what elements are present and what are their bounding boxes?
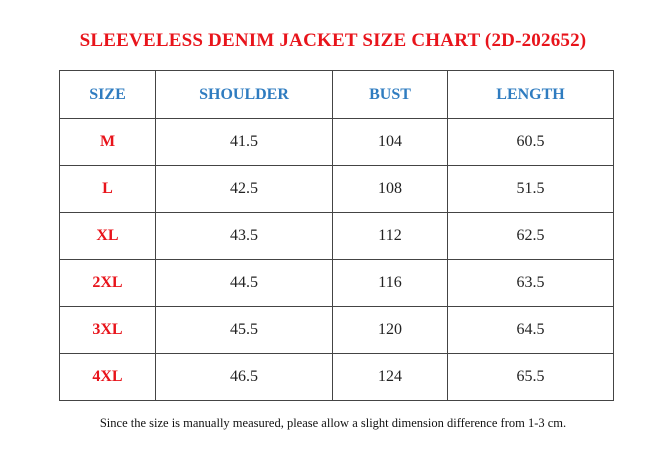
value-cell: 45.5 xyxy=(155,306,333,354)
size-cell: M xyxy=(59,118,156,166)
size-cell: L xyxy=(59,165,156,213)
value-cell: 116 xyxy=(332,259,448,307)
value-cell: 46.5 xyxy=(155,353,333,401)
value-cell: 43.5 xyxy=(155,212,333,260)
value-cell: 104 xyxy=(332,118,448,166)
value-cell: 44.5 xyxy=(155,259,333,307)
value-cell: 64.5 xyxy=(447,306,614,354)
column-header: LENGTH xyxy=(447,70,614,119)
value-cell: 108 xyxy=(332,165,448,213)
column-header: BUST xyxy=(332,70,448,119)
table-row: 3XL 45.5 120 64.5 xyxy=(59,306,614,354)
value-cell: 124 xyxy=(332,353,448,401)
column-header: SHOULDER xyxy=(155,70,333,119)
value-cell: 42.5 xyxy=(155,165,333,213)
value-cell: 41.5 xyxy=(155,118,333,166)
value-cell: 63.5 xyxy=(447,259,614,307)
note: Since the size is manually measured, ple… xyxy=(99,416,567,430)
size-cell: 3XL xyxy=(59,306,156,354)
value-cell: 60.5 xyxy=(447,118,614,166)
column-header: SIZE xyxy=(59,70,156,119)
value-cell: 112 xyxy=(332,212,448,260)
table-row: L 42.5 108 51.5 xyxy=(59,165,614,213)
value-cell: 65.5 xyxy=(447,353,614,401)
size-cell: 2XL xyxy=(59,259,156,307)
size-cell: XL xyxy=(59,212,156,260)
value-cell: 62.5 xyxy=(447,212,614,260)
table-row: 4XL 46.5 124 65.5 xyxy=(59,353,614,401)
value-cell: 120 xyxy=(332,306,448,354)
size-table: SIZE SHOULDER BUST LENGTH M 41.5 104 60.5 L 42.5… xyxy=(59,70,614,401)
table-row: XL 43.5 112 62.5 xyxy=(59,212,614,260)
title: SLEEVELESS DENIM JACKET SIZE CHART (2D-2… xyxy=(79,30,587,51)
header-row: SIZE SHOULDER BUST LENGTH xyxy=(59,70,614,119)
value-cell: 51.5 xyxy=(447,165,614,213)
size-cell: 4XL xyxy=(59,353,156,401)
table-row: M 41.5 104 60.5 xyxy=(59,118,614,166)
table-row: 2XL 44.5 116 63.5 xyxy=(59,259,614,307)
table-body: M 41.5 104 60.5 L 42.5 108 51.5 XL 43.5 112 62.5 2XL… xyxy=(59,118,614,401)
